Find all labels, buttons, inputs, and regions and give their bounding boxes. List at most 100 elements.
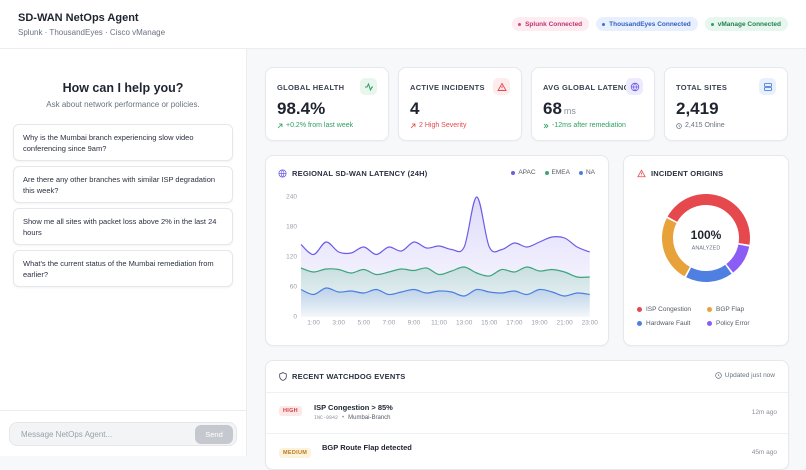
kpi-note: +0.2% from last week — [286, 122, 354, 129]
event-time: 45m ago — [751, 449, 777, 456]
events-card: RECENT WATCHDOG EVENTS Updated just now … — [265, 360, 789, 470]
kpi-card: ACTIVE INCIDENTS 4 2 High Severity — [398, 67, 522, 141]
kpi-card: TOTAL SITES 2,419 2,415 Online — [664, 67, 788, 141]
x-tick-label: 1:00 — [307, 320, 320, 327]
kpi-value: 4 — [410, 99, 420, 118]
chart-header: REGIONAL SD-WAN LATENCY (24H) — [278, 169, 427, 178]
y-tick-label: 0 — [293, 314, 297, 321]
legend-label: Hardware Fault — [646, 320, 691, 327]
legend-label: ISP Congestion — [646, 306, 692, 313]
kpi-note: -12ms after remediation — [552, 122, 626, 129]
x-tick-label: 23:00 — [582, 320, 599, 327]
legend-swatch — [544, 170, 549, 175]
x-tick-label: 15:00 — [481, 320, 498, 327]
suggestion[interactable]: What's the current status of the Mumbai … — [13, 250, 233, 287]
assistant-subtitle: Ask about network performance or policie… — [46, 100, 200, 109]
events-title: RECENT WATCHDOG EVENTS — [292, 372, 406, 381]
legend: ISP Congestion BGP Flap Hardware Fault Poli… — [637, 306, 782, 327]
legend-swatch — [707, 307, 712, 312]
legend-item: Hardware Fault — [637, 320, 707, 327]
kpi-icon — [626, 78, 643, 95]
legend: APAC EMEA NA — [511, 169, 595, 176]
icon — [630, 82, 639, 91]
donut-slice — [662, 218, 690, 277]
legend-item: APAC — [511, 169, 536, 176]
legend-label: BGP Flap — [716, 306, 745, 313]
separator: • — [342, 415, 345, 421]
donut-slice — [726, 244, 750, 273]
assistant-panel: How can I help you? Ask about network pe… — [0, 49, 247, 456]
legend-swatch — [637, 307, 642, 312]
x-tick-label: 17:00 — [506, 320, 523, 327]
status-badges: Splunk Connected ThousandEyes Connected … — [512, 17, 788, 31]
event-row[interactable]: MEDIUM BGP Route Flap detected 45m ago — [266, 434, 788, 469]
donut-slice — [667, 193, 750, 245]
kpi-note-row: 2 High Severity — [410, 122, 466, 129]
kpi-icon — [360, 78, 377, 95]
assistant-title: How can I help you? — [62, 81, 184, 95]
series-line — [300, 196, 590, 256]
y-tick-label: 60 — [290, 284, 298, 291]
x-tick-label: 13:00 — [456, 320, 473, 327]
area-fill — [301, 287, 590, 317]
y-tick-label: 240 — [286, 194, 297, 201]
kpi-note: 2,415 Online — [685, 122, 725, 129]
header: SD-WAN NetOps Agent Splunk · ThousandEye… — [0, 0, 806, 49]
kpi-label: AVG GLOBAL LATENCY — [543, 83, 635, 92]
status-badge: ThousandEyes Connected — [596, 17, 698, 31]
kpi-label: TOTAL SITES — [676, 83, 728, 92]
kpi-value: 2,419 — [676, 99, 719, 118]
y-tick-label: 180 — [286, 224, 297, 231]
updated-row: Updated just now — [715, 372, 775, 379]
x-tick-label: 5:00 — [357, 320, 370, 327]
badge-text: ThousandEyes Connected — [609, 20, 691, 28]
updated-text: Updated just now — [724, 372, 775, 379]
input-bar: Message NetOps Agent... Send — [0, 410, 246, 456]
chart-title: INCIDENT ORIGINS — [651, 169, 724, 178]
event-row[interactable]: HIGH ISP Congestion > 85% INC-0842 • Mumba… — [266, 393, 788, 433]
icon — [278, 169, 287, 178]
legend-item: ISP Congestion — [637, 306, 707, 313]
kpi-value: 68 — [543, 99, 562, 118]
legend-swatch — [511, 170, 516, 175]
kpi-card: AVG GLOBAL LATENCY 68 ms -12ms after reme… — [531, 67, 655, 141]
chart-header: INCIDENT ORIGINS — [637, 169, 723, 178]
status-badge: Splunk Connected — [512, 17, 590, 31]
icon — [277, 123, 283, 128]
app-title: SD-WAN NetOps Agent — [18, 12, 139, 24]
icon — [543, 123, 549, 128]
legend-item: NA — [578, 169, 595, 176]
legend-swatch — [578, 170, 583, 175]
icon — [676, 122, 682, 129]
icon — [715, 372, 722, 379]
icon — [364, 82, 373, 91]
icon — [637, 169, 646, 178]
x-tick-label: 21:00 — [556, 320, 573, 327]
suggestion[interactable]: Show me all sites with packet loss above… — [13, 208, 233, 245]
x-tick-label: 7:00 — [383, 320, 396, 327]
donut-chart: 100% ANALYZED — [662, 193, 750, 282]
kpi-note-row: 2,415 Online — [676, 122, 725, 129]
kpi-icon — [493, 78, 510, 95]
divider — [266, 433, 788, 434]
event-site: Mumbai-Branch — [348, 415, 391, 421]
kpi-card: GLOBAL HEALTH 98.4% +0.2% from last week — [265, 67, 389, 141]
app-subtitle: Splunk · ThousandEyes · Cisco vManage — [18, 28, 166, 37]
legend-label: APAC — [518, 169, 536, 176]
suggestion[interactable]: Are there any other branches with simila… — [13, 166, 233, 203]
message-input[interactable]: Message NetOps Agent... Send — [9, 422, 237, 446]
line-chart: 0 60 120 180 240 1:00 3:00 5:00 7:00 9:00 11:00 13:… — [286, 194, 599, 327]
legend-swatch — [707, 321, 712, 326]
suggestion[interactable]: Why is the Mumbai branch experiencing sl… — [13, 124, 233, 161]
icon — [410, 123, 416, 128]
send-button[interactable]: Send — [195, 425, 233, 444]
donut-center-label: 100% — [691, 228, 722, 242]
x-tick-label: 9:00 — [408, 320, 421, 327]
kpi-note-row: -12ms after remediation — [543, 122, 626, 129]
legend-item: BGP Flap — [707, 306, 777, 313]
severity-badge: MEDIUM — [279, 448, 312, 458]
kpi-note: 2 High Severity — [419, 122, 467, 129]
donut-slice — [686, 264, 732, 282]
x-tick-label: 3:00 — [332, 320, 345, 327]
donut-center-sublabel: ANALYZED — [692, 245, 721, 251]
